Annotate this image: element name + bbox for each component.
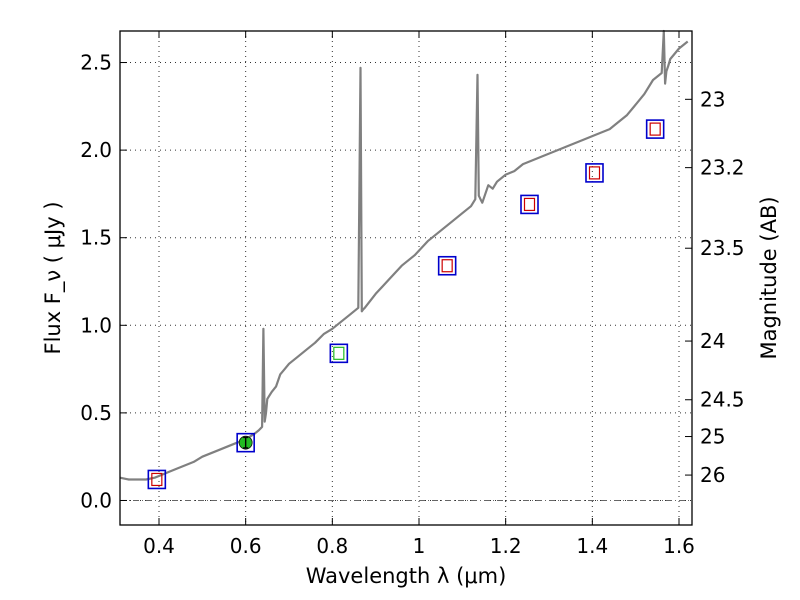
spectrum-line (119, 29, 689, 481)
y-tick-label: 1.5 (80, 226, 112, 250)
model-box-marker (520, 194, 539, 215)
right-tick-label: 24 (700, 329, 725, 353)
observed-red-marker (151, 472, 163, 487)
model-box-marker (236, 432, 255, 453)
observed-red-marker (441, 259, 453, 273)
photometry-markers (147, 119, 665, 490)
x-tick-label: 1.4 (576, 534, 608, 558)
right-tick-label: 25 (700, 425, 725, 449)
observed-red-marker (649, 122, 661, 136)
x-axis-label: Wavelength λ (μm) (306, 564, 507, 588)
y-tick-label: 1.0 (80, 313, 112, 337)
observed-red-marker (588, 166, 601, 180)
y-tick-label: 2.0 (80, 138, 112, 162)
y-tick-label: 0.5 (80, 401, 112, 425)
model-box-marker (645, 119, 665, 139)
x-axis-ticks: 0.4 0.6 0.8 1 1.2 1.4 1.6 (143, 31, 695, 558)
right-tick-label: 24.5 (700, 388, 745, 412)
y-axis-ticks: 0.0 0.5 1.0 1.5 2.0 2.5 (80, 51, 127, 512)
plot-frame (119, 30, 693, 526)
x-tick-label: 0.6 (230, 534, 262, 558)
right-axis-label: Magnitude (AB) (757, 196, 781, 359)
right-tick-label: 23 (700, 87, 725, 111)
x-tick-label: 1.6 (663, 534, 695, 558)
observed-green-marker (333, 346, 345, 360)
right-tick-label: 26 (700, 463, 725, 487)
y-axis-label: Flux F_ν ( μJy ) (41, 201, 66, 354)
right-tick-label: 23.2 (700, 156, 745, 180)
model-box-marker (147, 469, 167, 490)
model-box-marker (437, 255, 457, 276)
model-box-marker (585, 163, 604, 183)
x-tick-label: 0.8 (316, 534, 348, 558)
y-tick-label: 2.5 (80, 51, 112, 75)
y-tick-label: 0.0 (80, 488, 112, 512)
x-tick-label: 1.2 (490, 534, 522, 558)
model-box-marker (329, 343, 349, 364)
observed-red-marker (523, 197, 536, 212)
x-tick-label: 0.4 (143, 534, 175, 558)
spectrum-series (119, 29, 689, 481)
right-axis-ticks: 23 23.2 23.5 24 24.5 25 26 (685, 87, 745, 487)
right-tick-label: 23.5 (700, 236, 745, 260)
x-tick-label: 1 (413, 534, 426, 558)
